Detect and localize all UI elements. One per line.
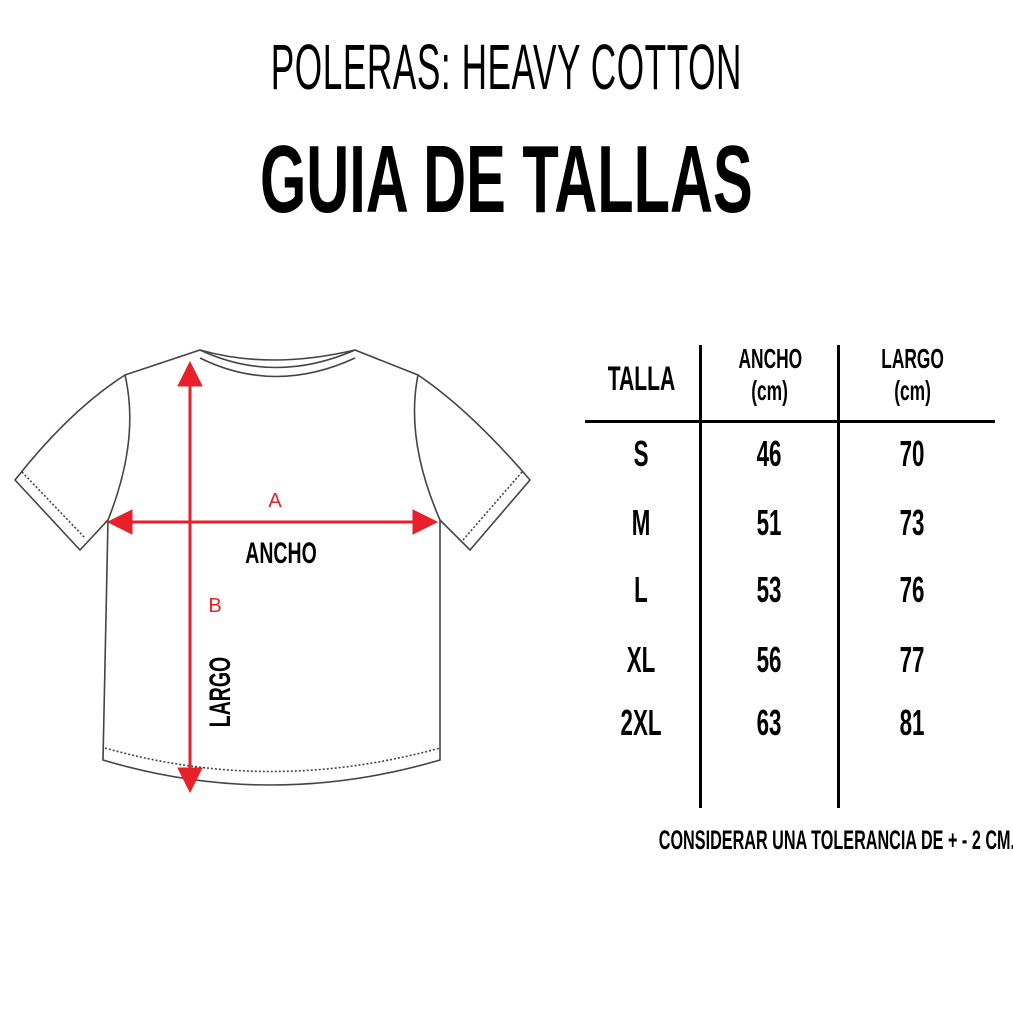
cell-ancho: 53 [756,569,782,610]
cell-largo: 73 [899,502,925,543]
cell-largo: 70 [899,433,925,474]
column-divider [837,345,840,808]
header-divider [585,420,995,423]
cell-ancho: 56 [756,639,782,680]
tshirt-outline [13,349,532,786]
cell-ancho: 51 [756,502,782,543]
cell-talla: XL [626,639,656,680]
header-talla: TALLA [607,360,675,398]
cell-talla: M [631,502,651,543]
tshirt-diagram: A B ANCHO LARGO [13,349,532,794]
subtitle: POLERAS: HEAVY COTTON [270,31,743,103]
header-largo: LARGO (cm) [881,343,945,406]
cell-largo: 81 [899,702,925,743]
cell-largo: 77 [899,639,925,680]
tolerance-note: CONSIDERAR UNA TOLERANCIA DE + - 2 CM. [658,825,1013,855]
label-a: A [268,490,282,512]
largo-label: LARGO [204,657,237,727]
cell-ancho: 63 [756,702,782,743]
cell-talla: L [634,569,648,610]
header-ancho: ANCHO (cm) [738,343,802,406]
cell-largo: 76 [899,569,925,610]
cell-talla: 2XL [620,702,662,743]
page-title: GUIA DE TALLAS [260,126,753,233]
largo-arrow [177,360,203,794]
cell-ancho: 46 [756,433,782,474]
label-b: B [208,595,221,617]
cell-talla: S [633,433,649,474]
ancho-label: ANCHO [245,537,316,570]
column-divider [699,345,702,808]
ancho-arrow [106,509,439,535]
